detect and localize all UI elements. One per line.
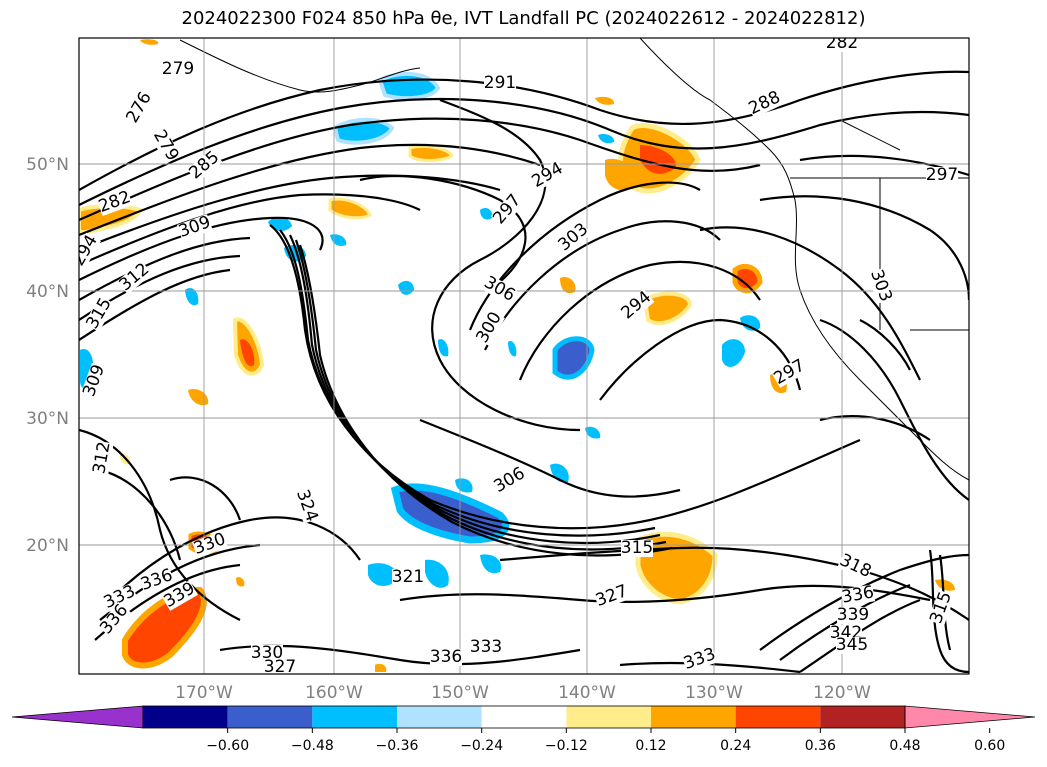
colorbar-tick-label: −0.24: [460, 738, 503, 754]
negative-shading: [80, 71, 761, 588]
colorbar-tick-label: −0.48: [291, 738, 334, 754]
colorbar-tick-label: 0.48: [889, 738, 920, 754]
contour-label: 339: [837, 605, 869, 625]
colorbar-segment: [143, 706, 228, 728]
positive-shading: [79, 39, 955, 672]
lon-tick: 160°W: [305, 683, 363, 703]
lon-tick: 120°W: [813, 683, 871, 703]
map-frame: [78, 37, 970, 675]
lon-tick: 130°W: [685, 683, 743, 703]
colorbar-tick-label: 0.12: [635, 738, 666, 754]
colorbar-segment: [227, 706, 313, 728]
colorbar-segment: [651, 706, 736, 728]
lon-tick: 150°W: [431, 683, 489, 703]
lat-tick-labels: 50°N 40°N 30°N 20°N: [26, 155, 69, 556]
contour-label: 321: [392, 567, 424, 587]
lat-tick: 40°N: [26, 282, 69, 302]
colorbar-segment: [481, 706, 567, 728]
colorbar-tick-label: 0.36: [805, 738, 836, 754]
colorbar-extend-low: [11, 705, 144, 729]
lat-tick: 50°N: [26, 155, 69, 175]
colorbar-ticks: −0.60 −0.48 −0.36 −0.24 −0.12 0.12 0.24 0.36 0.4…: [206, 728, 1005, 754]
colorbar-segment: [397, 706, 482, 728]
lon-tick: 140°W: [558, 683, 616, 703]
contour-label: 330: [251, 643, 283, 663]
contour-label: 279: [162, 59, 194, 79]
colorbar-segment: [735, 706, 821, 728]
contour-label: 336: [430, 647, 462, 667]
colorbar-tick-label: −0.12: [545, 738, 588, 754]
coastlines: [179, 38, 969, 481]
colorbar-segment: [820, 706, 905, 728]
lon-tick: 170°W: [175, 683, 233, 703]
colorbar-extend-high: [904, 705, 1036, 729]
contour-label: 282: [826, 33, 858, 53]
colorbar: [11, 705, 1036, 729]
map-panel: 2792762792852822943093123153093122912882…: [79, 33, 969, 677]
colorbar-tick-label: −0.36: [376, 738, 419, 754]
contour-label: 297: [926, 165, 958, 185]
lon-tick-labels: 170°W 160°W 150°W 140°W 130°W 120°W: [175, 683, 871, 703]
colorbar-frame: [142, 705, 906, 729]
colorbar-tick-label: −0.60: [206, 738, 249, 754]
colorbar-segment: [312, 706, 397, 728]
colorbar-tick-label: 0.24: [720, 738, 751, 754]
lat-tick: 30°N: [26, 409, 69, 429]
map-title: 2024022300 F024 850 hPa θe, IVT Landfall…: [181, 8, 866, 29]
contour-label: 345: [836, 635, 868, 655]
lat-tick: 20°N: [26, 536, 69, 556]
colorbar-segment: [566, 706, 651, 728]
contour-label: 333: [470, 637, 502, 657]
colorbar-tick-label: 0.60: [974, 738, 1005, 754]
contour-label: 315: [621, 538, 653, 558]
contour-label: 291: [484, 73, 516, 93]
contour-label: 327: [264, 657, 296, 677]
gridlines: [79, 38, 969, 674]
